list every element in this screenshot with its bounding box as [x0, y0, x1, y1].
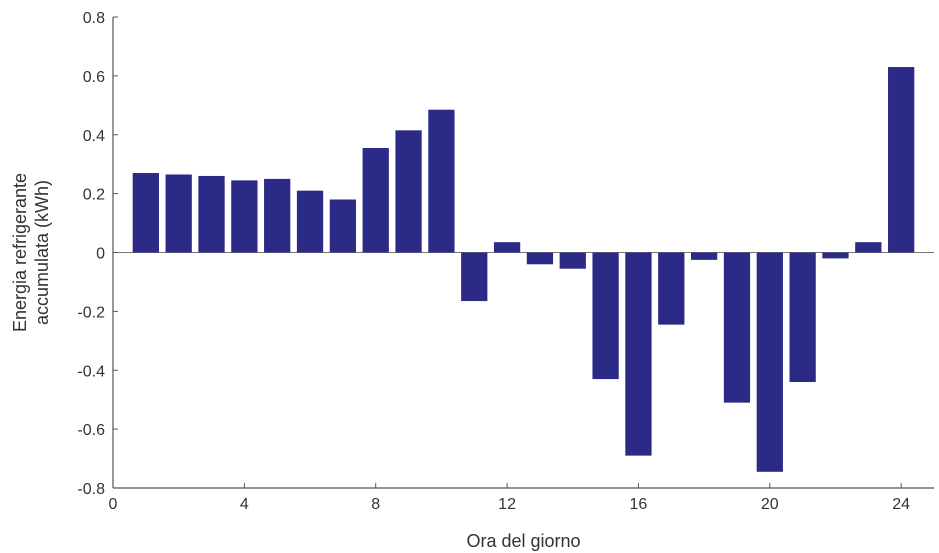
bar-hour-13: [526, 252, 554, 265]
bars: [132, 67, 915, 472]
y-axis-title-line-1: Energia refrigerante: [10, 173, 30, 332]
bar-hour-22: [822, 252, 849, 259]
x-tick-label: 16: [630, 496, 648, 513]
y-tick-label: -0.8: [77, 481, 105, 498]
bar-hour-9: [395, 130, 422, 253]
bar-hour-2: [165, 174, 192, 253]
bar-hour-4: [231, 180, 258, 253]
x-tick-label: 20: [761, 496, 779, 513]
bar-hour-14: [559, 252, 586, 269]
bar-hour-11: [461, 252, 488, 302]
x-tick-label: 8: [371, 496, 380, 513]
x-tick-label: 24: [892, 496, 910, 513]
y-axis-ticks: 0.8 0.6 0.4 0.2 0 -0.2 -0.4 -0.6 -0.8: [77, 10, 118, 498]
bar-hour-3: [198, 175, 225, 253]
x-tick-label: 0: [109, 496, 118, 513]
bar-hour-8: [362, 147, 389, 253]
x-tick-label: 12: [498, 496, 516, 513]
bar-hour-16: [625, 252, 652, 456]
bar-hour-21: [789, 252, 816, 383]
bar-hour-23: [855, 242, 882, 253]
bar-hour-18: [690, 252, 718, 260]
bar-hour-5: [264, 178, 291, 253]
x-axis-title: Ora del giorno: [466, 531, 580, 551]
bar-hour-20: [756, 252, 783, 472]
bar-hour-12: [493, 242, 521, 253]
bar-hour-10: [428, 109, 455, 253]
bar-hour-17: [658, 252, 685, 325]
y-tick-label: 0: [96, 246, 105, 263]
y-tick-label: 0.2: [83, 187, 105, 204]
y-axis-title-line-2: accumulata (kWh): [32, 180, 52, 325]
bar-hour-24: [888, 67, 915, 253]
y-tick-label: 0.6: [83, 69, 105, 86]
bar-hour-15: [592, 252, 619, 380]
y-tick-label: -0.2: [77, 304, 105, 321]
bar-hour-19: [723, 252, 751, 403]
x-axis-ticks: 0 4 8 12 16 20 24: [109, 483, 910, 513]
bar-hour-7: [329, 199, 357, 253]
x-tick-label: 4: [240, 496, 249, 513]
y-tick-label: 0.4: [83, 128, 105, 145]
y-tick-label: -0.6: [77, 422, 105, 439]
y-tick-label: 0.8: [83, 10, 105, 27]
bar-hour-6: [296, 190, 324, 253]
y-tick-label: -0.4: [77, 363, 105, 380]
bar-hour-1: [132, 173, 159, 253]
